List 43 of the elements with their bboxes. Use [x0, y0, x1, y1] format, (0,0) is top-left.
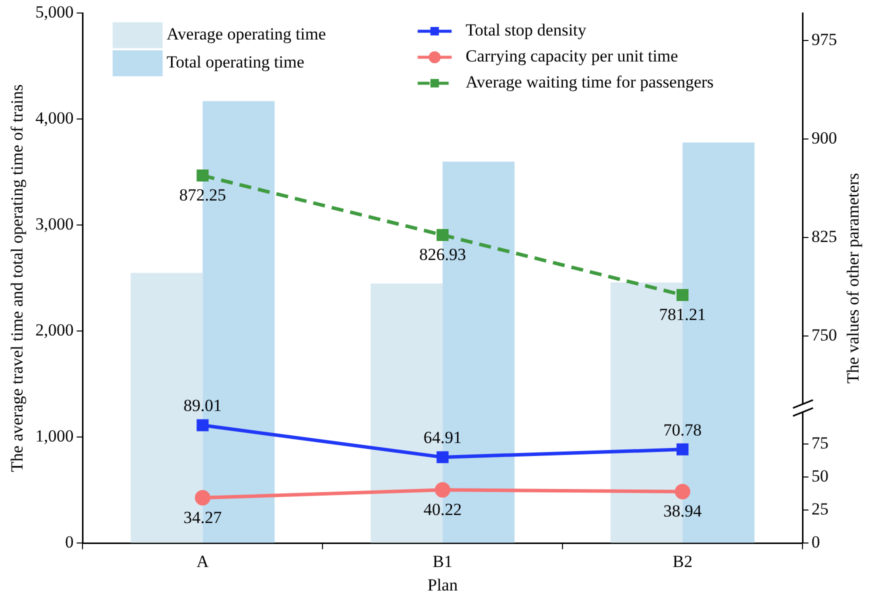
point — [194, 490, 210, 506]
data-label: 872.25 — [179, 186, 226, 205]
x-axis-title: Plan — [427, 575, 458, 594]
legend-label: Average waiting time for passengers — [466, 72, 714, 92]
y2-axis-title: The values of other parameters — [843, 172, 862, 384]
data-label: 64.91 — [423, 428, 462, 448]
y2-tick-label: 0 — [812, 532, 820, 552]
y-tick-label: 5,000 — [35, 2, 74, 22]
y3-tick-label: 750 — [812, 325, 837, 344]
data-label: 781.21 — [659, 304, 706, 324]
point — [436, 451, 449, 464]
x-tick-label: B2 — [672, 552, 692, 571]
point — [676, 443, 689, 456]
y3-tick-label: 900 — [812, 128, 837, 148]
y3-tick-label: 825 — [812, 227, 837, 246]
data-label: 89.01 — [184, 396, 222, 416]
point — [196, 419, 209, 432]
data-label: 826.93 — [419, 244, 466, 264]
data-label: 38.94 — [663, 502, 702, 521]
point — [674, 484, 690, 500]
data-label: 40.22 — [423, 500, 462, 519]
data-label: 34.27 — [184, 508, 222, 527]
x-tick-label: B1 — [432, 552, 452, 571]
x-tick-label: A — [196, 552, 210, 571]
y-tick-label: 0 — [65, 532, 74, 552]
point — [676, 288, 689, 301]
y-tick-label: 2,000 — [35, 320, 74, 340]
point — [436, 229, 449, 241]
y2-tick-label: 50 — [812, 466, 828, 486]
legend-label: Carrying capacity per unit time — [466, 46, 678, 66]
y-tick-label: 4,000 — [35, 108, 74, 128]
y2-tick-label: 75 — [812, 433, 828, 452]
data-label: 70.78 — [663, 420, 702, 440]
y-tick-label: 1,000 — [35, 426, 74, 446]
legend-label: Total stop density — [466, 20, 587, 40]
y-tick-label: 3,000 — [35, 214, 74, 234]
y2-tick-label: 25 — [812, 500, 828, 519]
legend-label: Average operating time — [166, 24, 326, 44]
y3-tick-label: 975 — [812, 30, 837, 50]
legend-label: Total operating time — [166, 52, 304, 72]
point — [434, 482, 450, 498]
y-axis-title: The average travel time and total operating time of trains — [8, 84, 27, 472]
point — [196, 170, 209, 182]
